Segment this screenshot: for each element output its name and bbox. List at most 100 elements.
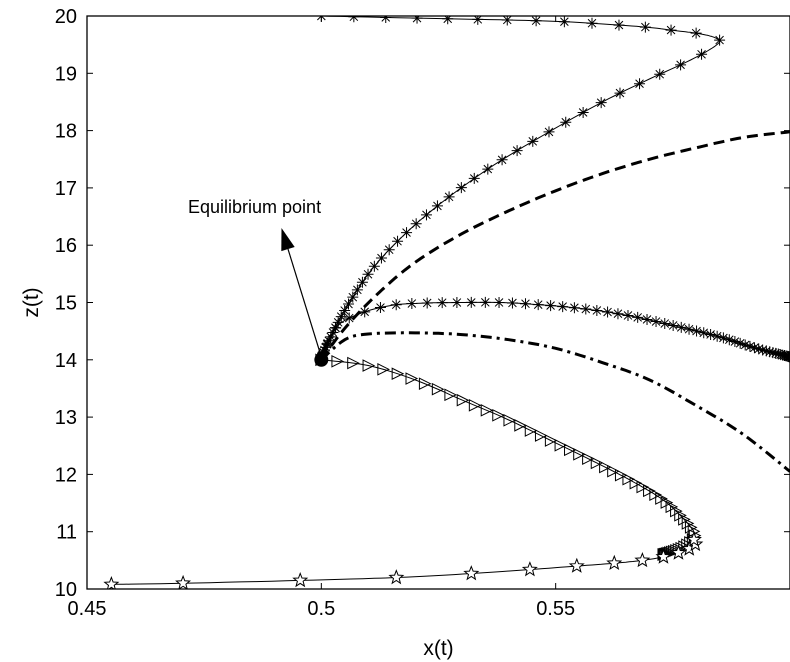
y-tick-label: 16 [55, 235, 77, 257]
series-1-marker [442, 16, 454, 25]
series-3-marker [532, 299, 544, 311]
x-axis-label: x(t) [423, 637, 453, 660]
series-5-marker [524, 424, 538, 437]
series-5-marker [362, 359, 376, 372]
series-6-marker [103, 575, 120, 589]
annotation-layer: Equilibrium point [188, 197, 322, 358]
series-5-marker [405, 372, 419, 385]
series-5-marker [444, 388, 458, 402]
series-5-marker [670, 504, 683, 518]
series-1-marker [351, 284, 363, 296]
series-5-marker [347, 356, 360, 370]
series-5-marker [636, 480, 650, 494]
series-3-marker [545, 300, 557, 312]
series-1-marker [613, 19, 625, 31]
series-6-marker [655, 548, 672, 564]
series-3-marker [591, 304, 603, 316]
series-1-marker [392, 235, 404, 247]
series-3-marker [359, 306, 371, 318]
tick-layer: 10 11 12 13 14 15 16 17 18 19 20 0.45 0.5 0.55 [55, 6, 790, 620]
series-5-marker [573, 448, 586, 461]
series-3-marker [436, 297, 448, 309]
series-1-marker [577, 106, 589, 118]
series-3-marker [723, 334, 735, 346]
series-1-marker [411, 16, 423, 24]
series-1-marker [443, 191, 455, 203]
y-tick-label: 18 [55, 121, 77, 143]
series-1-marker [356, 276, 368, 288]
series-5-marker [544, 434, 558, 447]
series-5-marker [534, 429, 548, 442]
series-5-marker [629, 476, 643, 490]
series-1-marker [401, 227, 413, 239]
series-3-marker [770, 347, 782, 359]
series-1-marker [501, 16, 513, 26]
series-layer [103, 16, 790, 589]
series-5-marker [564, 443, 577, 457]
y-tick-label: 19 [55, 63, 77, 85]
series-1-marker [690, 27, 702, 39]
series-3-marker [675, 321, 687, 333]
series-5-marker [418, 377, 432, 391]
series-1-marker [586, 17, 598, 29]
series-3-marker [659, 318, 671, 330]
y-tick-label: 14 [55, 350, 77, 372]
series-5-marker [607, 464, 620, 478]
series-5-marker [391, 367, 405, 381]
series-3-marker [343, 312, 355, 324]
series-1-marker [455, 182, 467, 194]
series-6-marker [521, 561, 538, 577]
series-1-marker [511, 145, 523, 157]
series-1-marker [410, 218, 422, 230]
series-5-marker [480, 404, 494, 417]
series-3-marker [698, 327, 710, 339]
series-3-marker [772, 348, 784, 360]
series-5-marker [331, 355, 345, 368]
series-1-marker [335, 311, 347, 323]
series-3-marker [683, 323, 695, 335]
equilibrium-annotation: Equilibrium point [188, 197, 321, 217]
series-1-marker [614, 87, 626, 99]
series-1-marker [496, 154, 508, 166]
series-1-marker [375, 252, 387, 264]
series-3-marker [650, 316, 662, 328]
series-1-marker [431, 200, 443, 212]
series-1-marker [472, 16, 484, 25]
series-3-marker [568, 302, 580, 314]
series-3-marker [330, 322, 342, 334]
series-3-marker [622, 309, 634, 321]
series-5-marker [431, 382, 445, 396]
series-3-marker [612, 308, 624, 320]
series-3-marker [390, 299, 402, 311]
series-5-marker [622, 472, 636, 486]
series-1-marker [383, 244, 395, 256]
series-5-marker [582, 452, 595, 465]
series-3-marker [739, 339, 751, 351]
series-6-marker [292, 571, 309, 588]
equilibrium-arrow-head [281, 228, 295, 252]
series-1-marker [543, 126, 555, 138]
series-1-marker [639, 21, 651, 33]
series-3-marker [479, 296, 491, 308]
series-1-marker [368, 260, 380, 272]
series-3-marker [753, 343, 765, 355]
series-6-marker [634, 552, 651, 568]
series-3-marker [406, 298, 418, 310]
series-1-marker [347, 291, 359, 303]
x-tick-label: 0.5 [307, 598, 335, 620]
series-3-marker [641, 313, 653, 325]
series-1-marker [339, 305, 351, 317]
series-5-marker [643, 484, 656, 498]
series-3-marker [744, 340, 756, 352]
series-6-marker [568, 557, 585, 573]
series-1-marker [527, 135, 539, 147]
series-1-marker [332, 316, 344, 328]
x-tick-label: 0.45 [68, 598, 107, 620]
series-5-marker [678, 513, 691, 526]
y-tick-label: 10 [55, 579, 77, 601]
series-line-2 [320, 130, 790, 361]
series-3-marker [691, 325, 703, 337]
series-3-marker [506, 297, 518, 309]
series-3-marker [717, 332, 729, 344]
series-6-marker [463, 565, 480, 581]
